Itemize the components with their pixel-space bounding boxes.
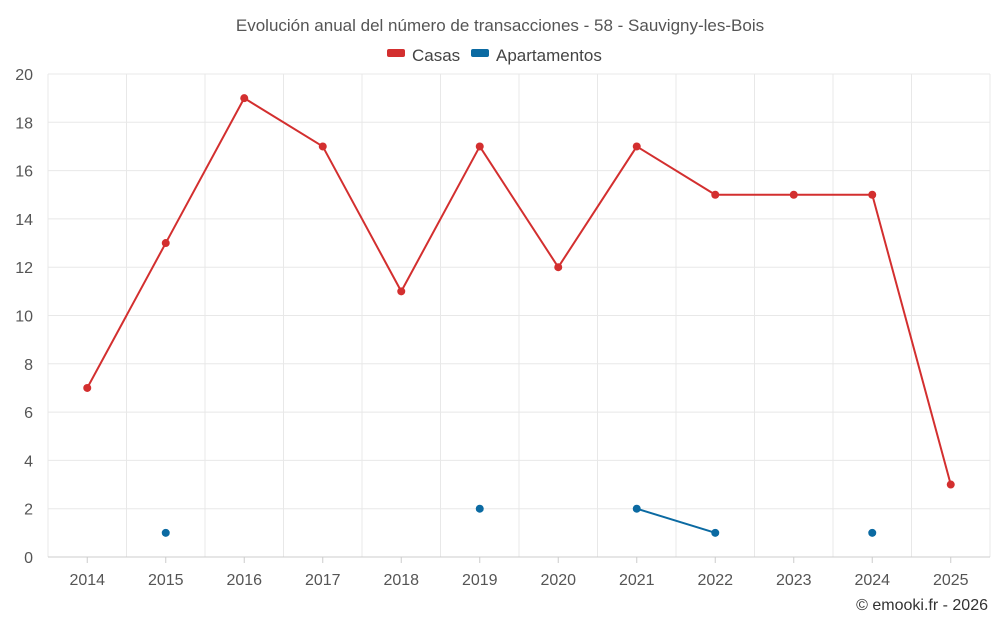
legend-swatch-apartamentos	[471, 49, 489, 57]
data-point-casas[interactable]	[475, 142, 484, 151]
data-point-casas[interactable]	[711, 190, 720, 199]
x-tick-label: 2023	[776, 572, 812, 589]
y-tick-label: 4	[24, 453, 33, 470]
data-point-apartamentos[interactable]	[161, 528, 170, 537]
x-tick-label: 2018	[383, 572, 419, 589]
data-point-apartamentos[interactable]	[711, 528, 720, 537]
x-tick-label: 2017	[305, 572, 341, 589]
legend-label-apartamentos[interactable]: Apartamentos	[496, 46, 602, 65]
credit-text: © emooki.fr - 2026	[856, 597, 988, 614]
data-point-casas[interactable]	[397, 287, 406, 296]
y-tick-label: 0	[24, 550, 33, 567]
data-point-casas[interactable]	[161, 239, 170, 248]
data-point-casas[interactable]	[318, 142, 327, 151]
data-point-casas[interactable]	[240, 94, 249, 103]
legend-label-casas[interactable]: Casas	[412, 46, 460, 65]
x-tick-label: 2016	[226, 572, 262, 589]
data-point-apartamentos[interactable]	[868, 528, 877, 537]
x-tick-label: 2014	[69, 572, 105, 589]
y-tick-label: 12	[15, 260, 33, 277]
series-line-casas	[86, 97, 952, 485]
y-tick-label: 8	[24, 357, 33, 374]
y-tick-label: 14	[15, 212, 33, 229]
y-tick-label: 16	[15, 164, 33, 181]
x-tick-label: 2020	[540, 572, 576, 589]
y-tick-label: 6	[24, 405, 33, 422]
y-tick-label: 18	[15, 115, 33, 132]
data-point-casas[interactable]	[83, 383, 92, 392]
y-tick-label: 20	[15, 67, 33, 84]
axes: 0 2 4 6 8 10 12 14 16 18 20 2014 2015 2016 2017 2018 201…	[15, 67, 990, 589]
chart-title: Evolución anual del número de transaccio…	[236, 16, 764, 35]
series	[83, 94, 955, 537]
x-tick-label: 2019	[462, 572, 498, 589]
y-tick-label: 2	[24, 502, 33, 519]
data-point-casas[interactable]	[554, 263, 563, 272]
x-tick-label: 2021	[619, 572, 655, 589]
data-point-casas[interactable]	[789, 190, 798, 199]
x-tick-label: 2022	[697, 572, 733, 589]
data-point-casas[interactable]	[946, 480, 955, 489]
grid	[47, 73, 991, 557]
series-line-apartamentos	[636, 507, 716, 534]
legend: Casas Apartamentos	[387, 46, 602, 65]
data-point-casas[interactable]	[632, 142, 641, 151]
data-point-apartamentos[interactable]	[475, 504, 484, 513]
x-tick-label: 2025	[933, 572, 969, 589]
x-tick-label: 2024	[854, 572, 890, 589]
data-point-casas[interactable]	[868, 190, 877, 199]
legend-swatch-casas	[387, 49, 405, 57]
y-tick-label: 10	[15, 309, 33, 326]
data-point-apartamentos[interactable]	[632, 504, 641, 513]
x-tick-label: 2015	[148, 572, 184, 589]
